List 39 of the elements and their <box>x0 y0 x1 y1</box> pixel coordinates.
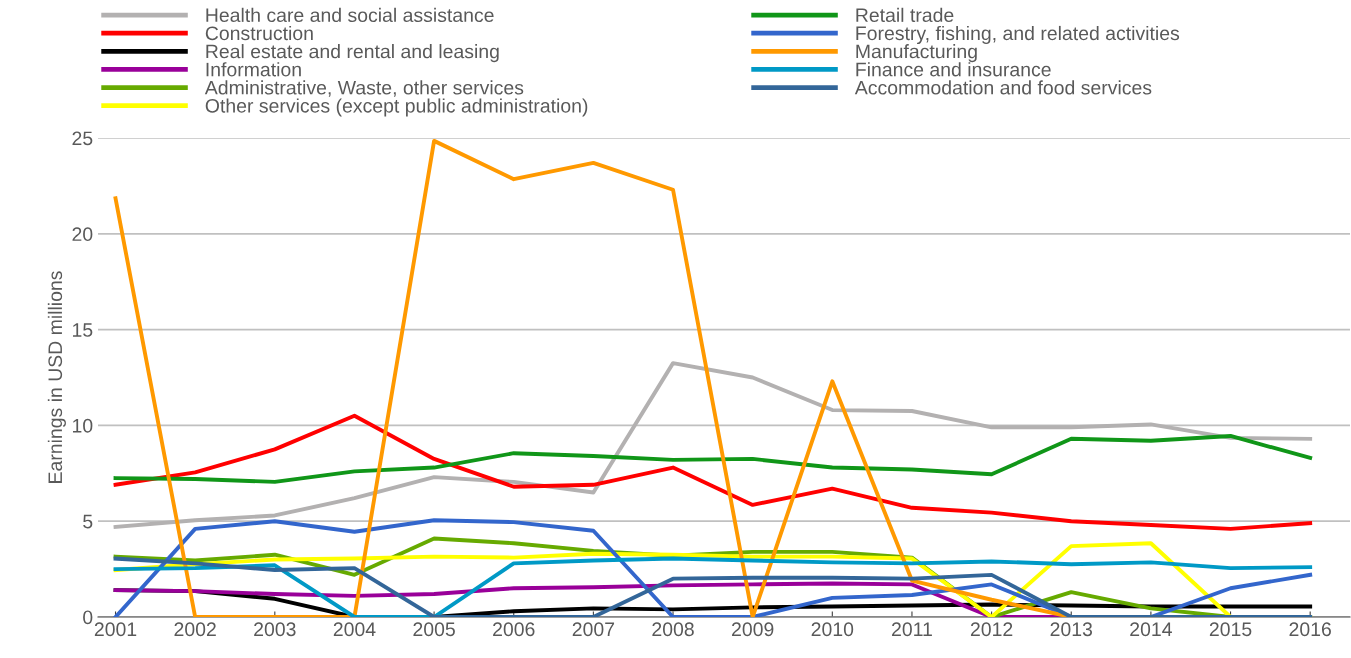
legend-label: Information <box>206 62 301 77</box>
x-tick-label: 2007 <box>572 622 615 637</box>
legend-label: Health care and social assistance <box>206 7 494 23</box>
x-tick-label: 2004 <box>333 622 376 637</box>
x-tick-label: 2010 <box>811 622 854 637</box>
x-tick-label: 2016 <box>1289 622 1331 637</box>
x-tick-label: 2015 <box>1209 622 1252 637</box>
x-tick-label: 2011 <box>892 622 932 637</box>
line-series <box>113 556 1313 617</box>
line-series <box>113 413 1313 531</box>
legend-label: Real estate and rental and leasing <box>206 44 499 63</box>
y-tick-label: 15 <box>73 323 93 337</box>
legend-label: Forestry, fishing, and related activities <box>856 25 1180 45</box>
legend-label: Accommodation and food services <box>854 80 1152 95</box>
y-tick-label: 25 <box>72 131 93 146</box>
line-series <box>113 433 1313 484</box>
x-tick-label: 2008 <box>652 622 694 637</box>
x-tick-label: 2013 <box>1050 622 1093 637</box>
legend-label: Construction <box>205 25 313 41</box>
legend-label: Retail trade <box>856 7 954 23</box>
y-tick-label: 5 <box>83 514 93 529</box>
x-tick-label: 2002 <box>174 622 216 637</box>
x-tick-label: 2006 <box>493 622 535 637</box>
y-axis-title: Earnings in USD millions <box>47 271 66 483</box>
x-tick-label: 2005 <box>413 622 455 637</box>
x-tick-label: 2003 <box>254 622 296 637</box>
x-tick-label: 2009 <box>732 622 774 637</box>
x-tick-label: 2014 <box>1130 622 1172 637</box>
legend-label: Finance and insurance <box>856 62 1051 77</box>
legend-label: Other services (except public administration) <box>205 98 588 117</box>
y-tick-label: 10 <box>73 418 93 433</box>
legend-label: Administrative, Waste, other services <box>204 80 524 97</box>
line-series <box>113 518 1313 617</box>
x-tick-label: 2012 <box>970 622 1013 637</box>
y-tick-label: 20 <box>72 227 93 242</box>
y-tick-label: 0 <box>83 610 93 625</box>
x-tick-label: 2001 <box>94 622 137 637</box>
legend-label: Manufacturing <box>856 44 977 63</box>
line-series <box>113 361 1313 529</box>
